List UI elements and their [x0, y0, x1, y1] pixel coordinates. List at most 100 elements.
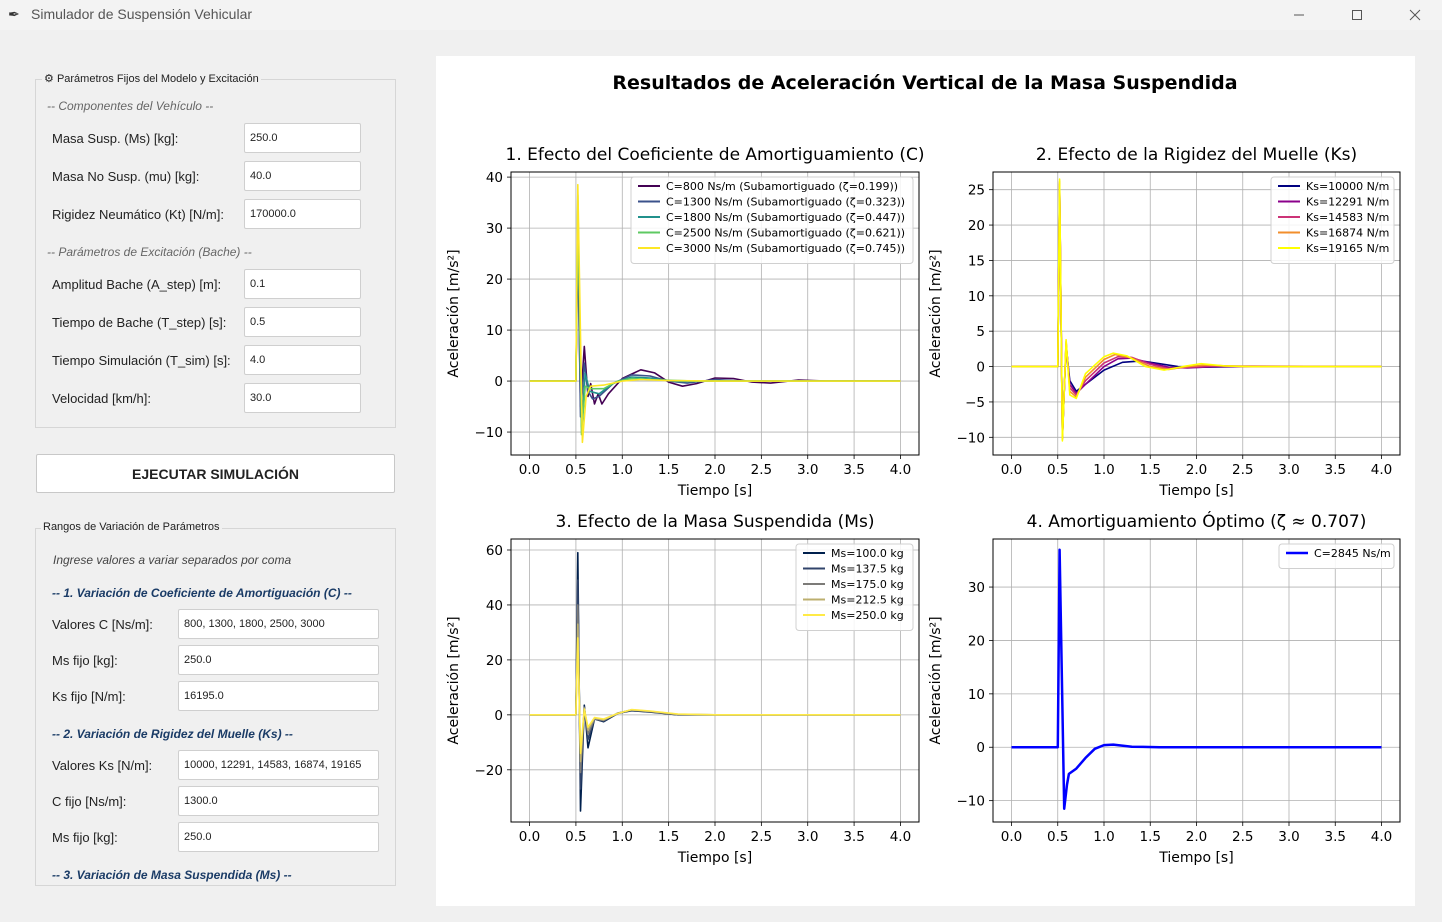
- axes-frame: [510, 538, 920, 823]
- chart-title: 2. Efecto de la Rigidez del Muelle (Ks): [1036, 145, 1357, 165]
- ks-ms-fixed-input[interactable]: 250.0: [178, 822, 379, 852]
- x-tick-label: 4.0: [890, 462, 911, 478]
- kt-label: Rigidez Neumático (Kt) [N/m]:: [52, 207, 224, 222]
- x-tick-label: 2.0: [1186, 462, 1207, 478]
- figure-suptitle: Resultados de Aceleración Vertical de la…: [612, 72, 1237, 94]
- c-ks-fixed-input[interactable]: 16195.0: [178, 681, 379, 711]
- maximize-button[interactable]: [1328, 0, 1386, 30]
- y-tick-label: 20: [486, 653, 503, 669]
- chart-4: 0.0 0.5 1.0 1.5 2.0 2.5 3.0 3.5 4.0 −10 0 10 20 30 4. …: [928, 510, 1401, 866]
- x-axis-label: Tiempo [s]: [677, 483, 752, 499]
- x-tick-label: 1.0: [612, 462, 633, 478]
- t-sim-input[interactable]: 4.0: [244, 345, 361, 375]
- ks-values-input[interactable]: 10000, 12291, 14583, 16874, 19165: [178, 750, 379, 780]
- y-tick-label: 10: [486, 323, 503, 339]
- legend-label: Ms=137.5 kg: [831, 563, 904, 576]
- a-step-input[interactable]: 0.1: [244, 269, 361, 299]
- legend-label: Ks=14583 N/m: [1306, 211, 1389, 224]
- legend-label: Ms=212.5 kg: [831, 594, 904, 607]
- x-axis-label: Tiempo [s]: [1158, 483, 1233, 499]
- run-simulation-button[interactable]: EJECUTAR SIMULACIÓN: [36, 454, 395, 493]
- minimize-button[interactable]: [1270, 0, 1328, 30]
- y-tick-label: 20: [968, 633, 985, 649]
- c-ks-fixed-label: Ks fijo [N/m]:: [52, 689, 126, 704]
- y-tick-label: 10: [968, 289, 985, 305]
- results-figure-canvas: Resultados de Aceleración Vertical de la…: [446, 72, 1401, 866]
- x-tick-label: 2.5: [751, 829, 772, 845]
- axes-frame: [992, 538, 1401, 823]
- ranges-group-label: Rangos de Variación de Parámetros: [41, 521, 222, 533]
- y-tick-label: −20: [475, 763, 504, 779]
- x-tick-label: 0.5: [1047, 462, 1068, 478]
- x-tick-label: 0.0: [519, 462, 540, 478]
- c-values-input[interactable]: 800, 1300, 1800, 2500, 3000: [178, 609, 379, 639]
- x-tick-label: 1.5: [658, 829, 679, 845]
- x-axis-label: Tiempo [s]: [1158, 850, 1233, 866]
- ranges-hint: Ingrese valores a variar separados por c…: [53, 553, 292, 567]
- legend-label: C=2500 Ns/m (Subamortiguado (ζ=0.621)): [666, 227, 905, 240]
- x-tick-label: 3.0: [1278, 829, 1299, 845]
- close-button[interactable]: [1386, 0, 1442, 30]
- x-tick-label: 1.0: [1093, 829, 1114, 845]
- legend-label: C=1300 Ns/m (Subamortiguado (ζ=0.323)): [666, 196, 905, 209]
- ks-c-fixed-input[interactable]: 1300.0: [178, 786, 379, 816]
- y-axis-label: Aceleración [m/s²]: [446, 249, 462, 377]
- legend-label: Ks=12291 N/m: [1306, 196, 1389, 209]
- mu-input[interactable]: 40.0: [244, 161, 361, 191]
- x-tick-label: 1.0: [612, 829, 633, 845]
- c-variation-section-title: -- 1. Variación de Coeficiente de Amorti…: [52, 586, 352, 600]
- c-ms-fixed-input[interactable]: 250.0: [178, 645, 379, 675]
- y-tick-label: 20: [968, 218, 985, 234]
- series-line: [1011, 548, 1382, 810]
- ks-c-fixed-label: C fijo [Ns/m]:: [52, 794, 127, 809]
- fixed-params-group-label: ⚙ Parámetros Fijos del Modelo y Excitaci…: [42, 72, 261, 85]
- t-step-input[interactable]: 0.5: [244, 307, 361, 337]
- y-tick-label: 10: [968, 687, 985, 703]
- x-tick-label: 1.0: [1093, 462, 1114, 478]
- close-icon: [1409, 9, 1421, 21]
- speed-input[interactable]: 30.0: [244, 383, 361, 413]
- x-tick-label: 1.5: [1140, 462, 1161, 478]
- ks-values-label: Valores Ks [N/m]:: [52, 758, 153, 773]
- y-tick-label: 0: [494, 708, 503, 724]
- y-tick-label: 0: [494, 374, 503, 390]
- c-values-label: Valores C [Ns/m]:: [52, 617, 153, 632]
- y-tick-label: 40: [486, 170, 503, 186]
- y-tick-label: 0: [976, 740, 985, 756]
- y-axis-label: Aceleración [m/s²]: [928, 616, 944, 744]
- legend-label: C=800 Ns/m (Subamortiguado (ζ=0.199)): [666, 180, 898, 193]
- x-tick-label: 4.0: [1371, 462, 1392, 478]
- x-tick-label: 3.5: [1325, 829, 1346, 845]
- y-tick-label: −10: [957, 794, 986, 810]
- mu-label: Masa No Susp. (mu) [kg]:: [52, 169, 200, 184]
- y-tick-label: 60: [486, 543, 503, 559]
- x-tick-label: 0.5: [565, 462, 586, 478]
- ks-variation-section-title: -- 2. Variación de Rigidez del Muelle (K…: [52, 727, 293, 741]
- x-tick-label: 3.0: [1278, 462, 1299, 478]
- y-axis-label: Aceleración [m/s²]: [928, 249, 944, 377]
- legend-box: [795, 543, 914, 631]
- y-tick-label: 25: [968, 183, 985, 199]
- y-tick-label: −5: [965, 395, 985, 411]
- ms-input[interactable]: 250.0: [244, 123, 361, 153]
- chart-2: 0.0 0.5 1.0 1.5 2.0 2.5 3.0 3.5 4.0 −10 −5 0 5 10 15 20…: [928, 145, 1401, 499]
- legend-label: Ms=250.0 kg: [831, 609, 904, 622]
- ks-ms-fixed-label: Ms fijo [kg]:: [52, 830, 118, 845]
- kt-input[interactable]: 170000.0: [244, 199, 361, 229]
- y-axis-label: Aceleración [m/s²]: [446, 616, 462, 744]
- t-step-label: Tiempo de Bache (T_step) [s]:: [52, 315, 227, 330]
- y-tick-label: 40: [486, 598, 503, 614]
- chart-title: 3. Efecto de la Masa Suspendida (Ms): [556, 512, 875, 532]
- x-tick-label: 0.0: [519, 829, 540, 845]
- axes-frame: [510, 171, 920, 456]
- results-figure: Resultados de Aceleración Vertical de la…: [436, 56, 1415, 906]
- vehicle-section-title: -- Componentes del Vehículo --: [47, 99, 214, 113]
- ms-label: Masa Susp. (Ms) [kg]:: [52, 131, 179, 146]
- speed-label: Velocidad [km/h]:: [52, 391, 151, 406]
- x-tick-label: 3.5: [1325, 462, 1346, 478]
- y-tick-label: −10: [475, 425, 504, 441]
- y-tick-label: 0: [976, 360, 985, 376]
- c-ms-fixed-label: Ms fijo [kg]:: [52, 653, 118, 668]
- legend-label: Ks=19165 N/m: [1306, 242, 1389, 255]
- y-tick-label: 30: [968, 580, 985, 596]
